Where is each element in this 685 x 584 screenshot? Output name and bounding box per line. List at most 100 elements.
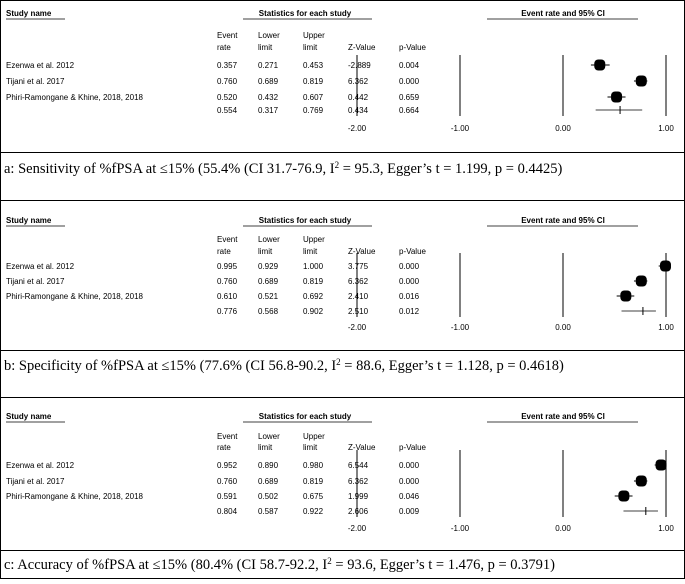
panel-a-tick-label-3: 0.00 <box>555 124 571 133</box>
panel-b-summary-row-p: 0.012 <box>399 307 420 316</box>
panel-b-study-3-point <box>620 290 632 302</box>
panel-a-row-1-p: 0.004 <box>399 61 420 70</box>
panel-a-summary-row-upper: 0.769 <box>303 106 324 115</box>
panel-b-row-1-upper: 1.000 <box>303 262 324 271</box>
caption-b: b: Specificity of %fPSA at ≤15% (77.6% (… <box>4 357 564 374</box>
panel-b-row-2-p: 0.000 <box>399 277 420 286</box>
panel-b-row-1-p: 0.000 <box>399 262 420 271</box>
panel-a-row-3-rate: 0.520 <box>217 93 238 102</box>
panel-a-row-3-lower: 0.432 <box>258 93 279 102</box>
panel-a-row-2-p: 0.000 <box>399 77 420 86</box>
panel-b-row-1-rate: 0.995 <box>217 262 238 271</box>
panel-c-summary-row-lower: 0.587 <box>258 507 279 516</box>
panel-c-summary-row-z: 2.606 <box>348 507 369 516</box>
panel-a-tick-label-2: -1.00 <box>451 124 470 133</box>
panel-b-lower-header-line2: limit <box>258 247 273 256</box>
panel-b-study-header: Study name <box>6 216 52 225</box>
panel-c-study-2-point <box>635 475 647 487</box>
panel-c-summary-row-p: 0.009 <box>399 507 420 516</box>
panel-b-lower-header-line1: Lower <box>258 235 280 244</box>
panel-a-row-1-study: Ezenwa et al. 2012 <box>6 61 75 70</box>
panel-b-row-1-study: Ezenwa et al. 2012 <box>6 262 75 271</box>
panel-c-rate-header-line2: rate <box>217 443 231 452</box>
panel-c-row-1-rate: 0.952 <box>217 461 238 470</box>
panel-a-row-2-study: Tijani et al. 2017 <box>6 77 65 86</box>
panel-b-row-2-rate: 0.760 <box>217 277 238 286</box>
panel-b-row-2-upper: 0.819 <box>303 277 324 286</box>
panel-a-row-1-rate: 0.357 <box>217 61 238 70</box>
panel-a-study-3-point <box>611 91 623 103</box>
panel-a-study-2-point <box>635 75 647 87</box>
panel-c-tick-label-3: 0.00 <box>555 524 571 533</box>
panel-a-lower-header-line2: limit <box>258 43 273 52</box>
panel-a-row-3-p: 0.659 <box>399 93 420 102</box>
panel-c-row-3-rate: 0.591 <box>217 492 238 501</box>
panel-a-row-1-lower: 0.271 <box>258 61 279 70</box>
panel-a-study-header: Study name <box>6 9 52 18</box>
panel-b-summary-row-z: 2.510 <box>348 307 369 316</box>
panel-a-z-header: Z-Value <box>348 43 376 52</box>
panel-a-summary-row-rate: 0.554 <box>217 106 238 115</box>
panel-c-row-2-study: Tijani et al. 2017 <box>6 477 65 486</box>
panel-a-row-3-upper: 0.607 <box>303 93 324 102</box>
panel-b-summary-row-lower: 0.568 <box>258 307 279 316</box>
panel-c-tick-label-1: -2.00 <box>348 524 367 533</box>
panel-b-row-3-z: 2.410 <box>348 292 369 301</box>
panel-a-tick-label-1: -2.00 <box>348 124 367 133</box>
panel-a-stats-header: Statistics for each study <box>259 9 352 18</box>
panel-a-row-3-study: Phiri-Ramongane & Khine, 2018, 2018 <box>6 93 144 102</box>
panel-c-tick-label-4: 1.00 <box>658 524 674 533</box>
panel-b-study-2-point <box>635 275 647 287</box>
panel-c-row-3-study: Phiri-Ramongane & Khine, 2018, 2018 <box>6 492 144 501</box>
panel-a-summary-row-z: 0.434 <box>348 106 369 115</box>
panel-c-row-2-rate: 0.760 <box>217 477 238 486</box>
panel-c-upper-header-line2: limit <box>303 443 318 452</box>
panel-b-z-header: Z-Value <box>348 247 376 256</box>
panel-c-p-header: p-Value <box>399 443 427 452</box>
panel-b-row-2-study: Tijani et al. 2017 <box>6 277 65 286</box>
panel-c-row-1-study: Ezenwa et al. 2012 <box>6 461 75 470</box>
panel-c-row-2-p: 0.000 <box>399 477 420 486</box>
panel-c-upper-header-line1: Upper <box>303 432 325 441</box>
panel-a-study-1-point <box>594 59 606 71</box>
panel-b-stats-header: Statistics for each study <box>259 216 352 225</box>
panel-a-row-2-lower: 0.689 <box>258 77 279 86</box>
panel-b-p-header: p-Value <box>399 247 427 256</box>
panel-c-ci-header: Event rate and 95% CI <box>521 412 605 421</box>
panel-a-upper-header-line1: Upper <box>303 31 325 40</box>
panel-a-row-2-z: 6.362 <box>348 77 369 86</box>
panel-b-row-3-rate: 0.610 <box>217 292 238 301</box>
panel-c-stats-header: Statistics for each study <box>259 412 352 421</box>
panel-c-study-3-point <box>618 490 630 502</box>
panel-b-study-1-point <box>659 260 671 272</box>
panel-c-rate-header-line1: Event <box>217 432 238 441</box>
panel-a-row-2-rate: 0.760 <box>217 77 238 86</box>
panel-a-row-2-upper: 0.819 <box>303 77 324 86</box>
panel-b-rate-header-line1: Event <box>217 235 238 244</box>
panel-b-row-3-lower: 0.521 <box>258 292 279 301</box>
panel-b-row-1-lower: 0.929 <box>258 262 279 271</box>
panel-b-row-2-z: 6.362 <box>348 277 369 286</box>
panel-c-row-2-lower: 0.689 <box>258 477 279 486</box>
panel-c-summary-row-rate: 0.804 <box>217 507 238 516</box>
panel-a-tick-label-4: 1.00 <box>658 124 674 133</box>
panel-a-row-1-z: -2.889 <box>348 61 371 70</box>
panel-a-rate-header-line2: rate <box>217 43 231 52</box>
panel-b-upper-header-line1: Upper <box>303 235 325 244</box>
panel-b-row-3-study: Phiri-Ramongane & Khine, 2018, 2018 <box>6 292 144 301</box>
panel-a-row-3-z: 0.442 <box>348 93 369 102</box>
panel-b-tick-label-1: -2.00 <box>348 323 367 332</box>
panel-a-summary-row-p: 0.664 <box>399 106 420 115</box>
panel-b-summary-row-upper: 0.902 <box>303 307 324 316</box>
panel-c-row-2-z: 6.362 <box>348 477 369 486</box>
panel-a-row-1-upper: 0.453 <box>303 61 324 70</box>
panel-c-row-1-upper: 0.980 <box>303 461 324 470</box>
panel-c-lower-header-line2: limit <box>258 443 273 452</box>
panel-a-p-header: p-Value <box>399 43 427 52</box>
panel-c-row-1-z: 6.544 <box>348 461 369 470</box>
panel-b-upper-header-line2: limit <box>303 247 318 256</box>
panel-a-summary-row-lower: 0.317 <box>258 106 279 115</box>
panel-a-upper-header-line2: limit <box>303 43 318 52</box>
